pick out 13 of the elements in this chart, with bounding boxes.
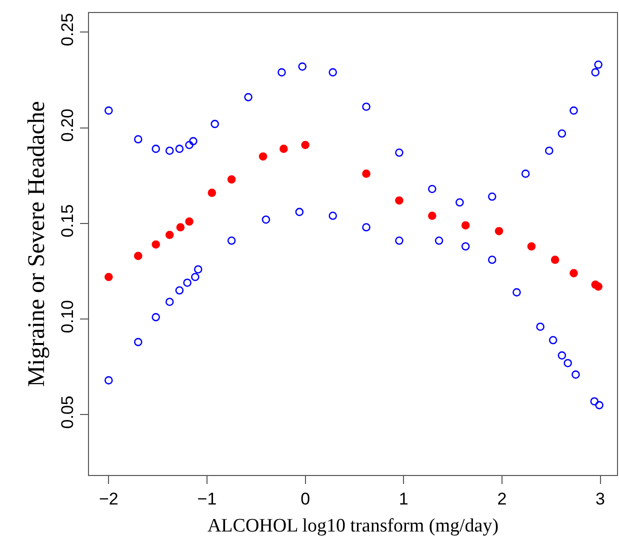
x-tick-label: 0	[300, 490, 310, 509]
x-tick-label: 1	[398, 490, 408, 509]
x-axis-title: ALCOHOL log10 transform (mg/day)	[207, 515, 499, 536]
y-tick-label: 0.10	[58, 300, 78, 334]
y-tick-label: 0.15	[58, 204, 78, 238]
x-tick-label: −2	[98, 490, 118, 509]
y-tick-label: 0.20	[58, 108, 78, 142]
x-tick-label: 3	[596, 490, 606, 509]
y-tick-label: 0.05	[58, 396, 78, 429]
x-tick-label: −1	[197, 490, 217, 509]
y-tick-label: 0.25	[58, 13, 78, 46]
y-axis-title: Migraine or Severe Headache	[24, 101, 50, 387]
x-tick-label: 2	[497, 490, 507, 509]
